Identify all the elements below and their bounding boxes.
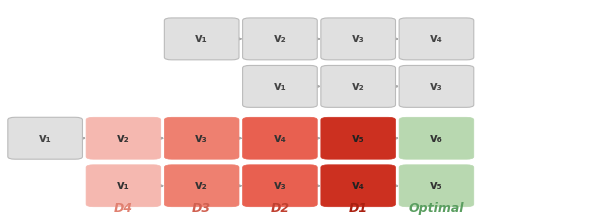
FancyBboxPatch shape	[164, 165, 239, 207]
Text: v₄: v₄	[430, 32, 443, 45]
FancyBboxPatch shape	[399, 65, 474, 107]
Text: v₆: v₆	[430, 132, 443, 145]
Text: D4: D4	[114, 202, 133, 215]
Text: v₂: v₂	[273, 32, 287, 45]
Text: v₃: v₃	[195, 132, 208, 145]
FancyBboxPatch shape	[8, 117, 82, 159]
Text: D1: D1	[349, 202, 368, 215]
Text: v₁: v₁	[273, 80, 287, 93]
FancyBboxPatch shape	[399, 18, 474, 60]
Text: v₄: v₄	[273, 132, 287, 145]
Text: v₁: v₁	[39, 132, 52, 145]
FancyBboxPatch shape	[164, 18, 239, 60]
FancyBboxPatch shape	[86, 165, 161, 207]
Text: v₁: v₁	[117, 179, 130, 192]
FancyBboxPatch shape	[164, 117, 239, 159]
Text: D3: D3	[192, 202, 211, 215]
Text: v₁: v₁	[195, 32, 208, 45]
FancyBboxPatch shape	[243, 165, 317, 207]
Text: v₃: v₃	[352, 32, 365, 45]
Text: v₅: v₅	[352, 132, 365, 145]
Text: v₂: v₂	[117, 132, 130, 145]
FancyBboxPatch shape	[243, 117, 317, 159]
Text: v₄: v₄	[352, 179, 365, 192]
FancyBboxPatch shape	[399, 165, 474, 207]
FancyBboxPatch shape	[321, 65, 396, 107]
Text: v₃: v₃	[273, 179, 287, 192]
FancyBboxPatch shape	[321, 18, 396, 60]
FancyBboxPatch shape	[321, 117, 396, 159]
Text: D2: D2	[270, 202, 290, 215]
Text: v₂: v₂	[352, 80, 365, 93]
FancyBboxPatch shape	[86, 117, 161, 159]
FancyBboxPatch shape	[399, 117, 474, 159]
FancyBboxPatch shape	[243, 65, 317, 107]
FancyBboxPatch shape	[243, 18, 317, 60]
FancyBboxPatch shape	[321, 165, 396, 207]
Text: v₂: v₂	[195, 179, 208, 192]
Text: v₃: v₃	[430, 80, 443, 93]
Text: v₅: v₅	[430, 179, 443, 192]
Text: Optimal: Optimal	[409, 202, 464, 215]
